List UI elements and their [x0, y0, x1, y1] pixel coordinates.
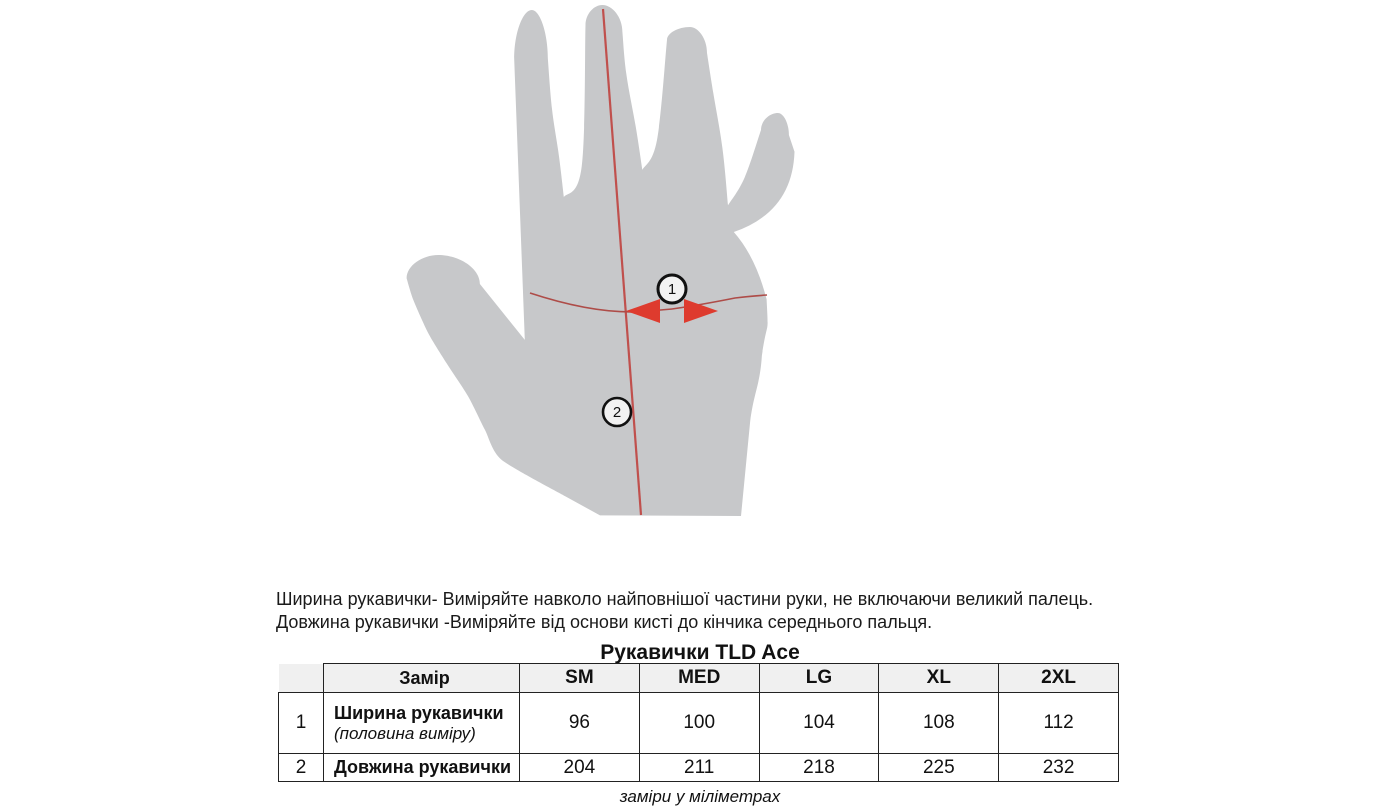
svg-text:1: 1: [668, 281, 676, 298]
svg-text:2: 2: [613, 404, 621, 421]
